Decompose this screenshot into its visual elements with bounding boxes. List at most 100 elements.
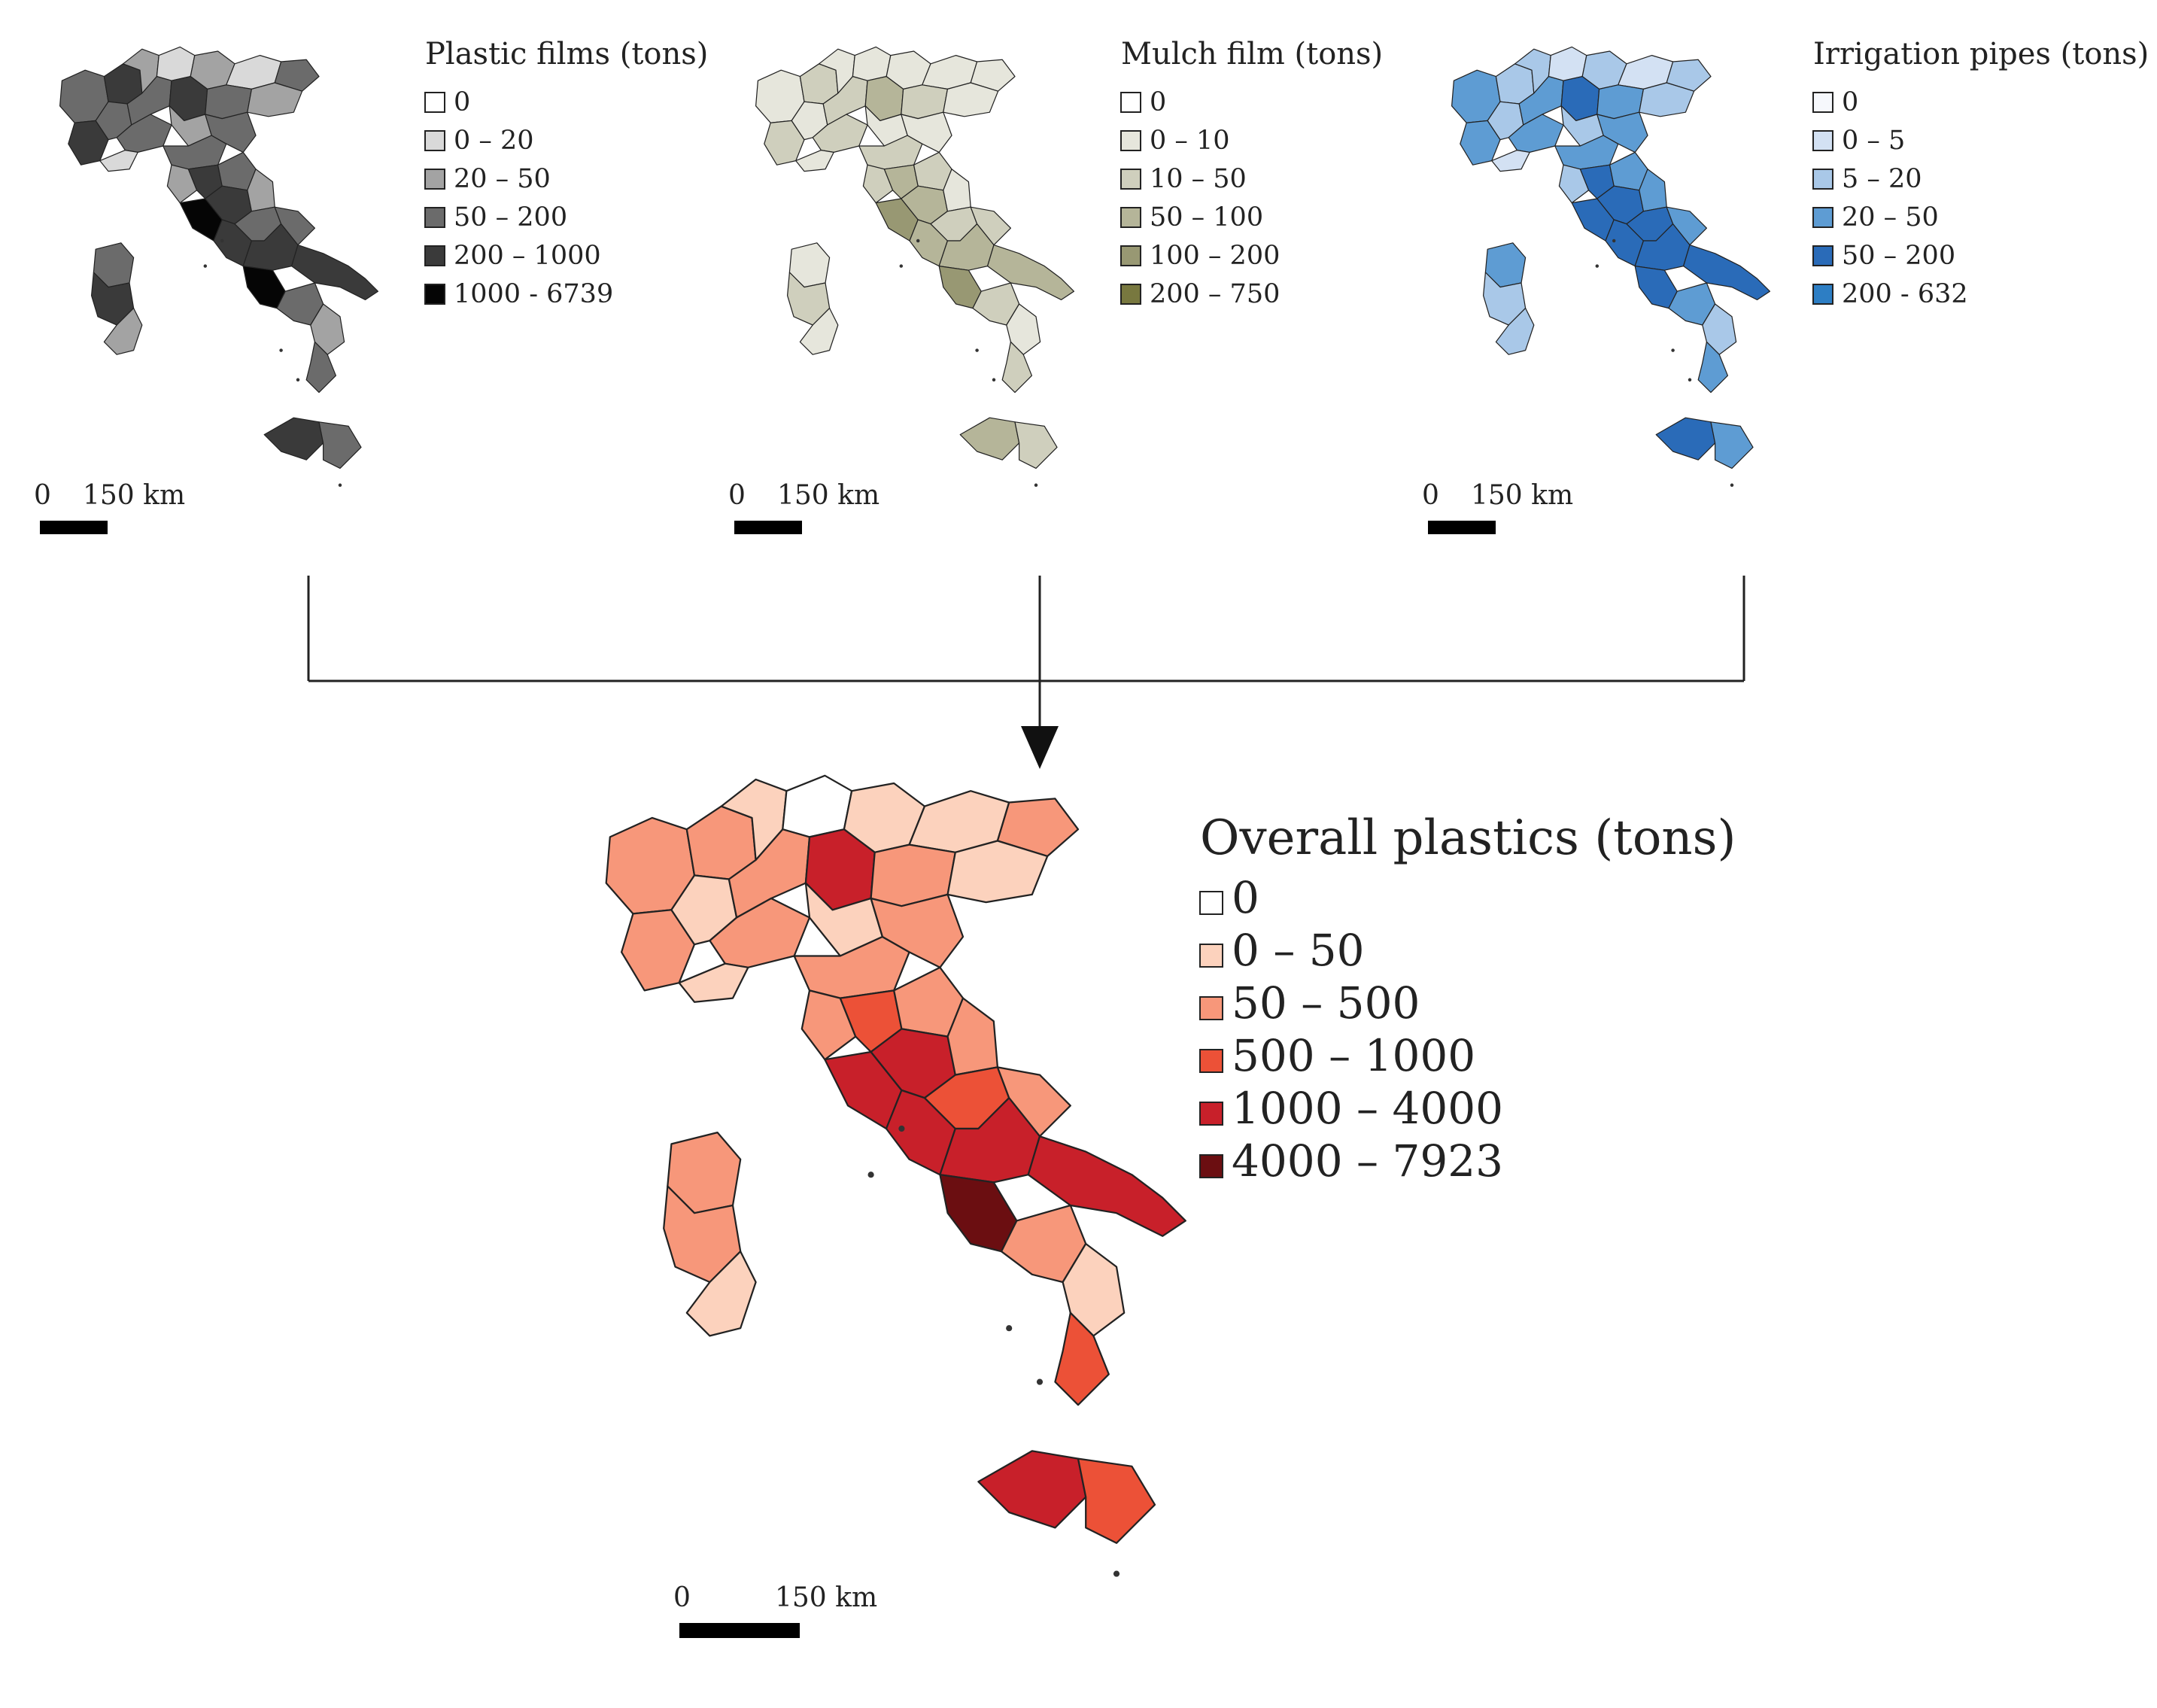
province-area (970, 59, 1016, 92)
scale-bar (734, 521, 802, 534)
legend-label: 0 (1842, 87, 1858, 117)
legend-label: 20 – 50 (1842, 202, 1939, 232)
legend-swatch (1812, 169, 1833, 190)
legend-swatch (424, 169, 445, 190)
province-area (1666, 59, 1712, 92)
province-area (1655, 417, 1716, 460)
legend-label: 50 – 500 (1232, 977, 1420, 1029)
scale-bar (1428, 521, 1496, 534)
island-dot (1034, 483, 1038, 488)
province-area (678, 962, 749, 1003)
legend-swatch (1812, 207, 1833, 228)
province-area (305, 341, 337, 394)
legend-label: 5 – 20 (1842, 164, 1922, 194)
province-area (1558, 164, 1590, 204)
flow-connector (307, 576, 1745, 726)
legend-label: 0 (454, 87, 470, 117)
province-area (1548, 46, 1587, 81)
province-area (938, 265, 982, 309)
legend-swatch (1120, 130, 1141, 151)
province-area (977, 1450, 1087, 1529)
island-dot (1113, 1570, 1120, 1577)
legend-swatch (1120, 92, 1141, 113)
legend-swatch (424, 92, 445, 113)
legend-label: 1000 – 4000 (1232, 1083, 1503, 1134)
arrow-down-icon (1021, 726, 1059, 769)
province-area (996, 798, 1080, 858)
province-area (1077, 1457, 1156, 1544)
legend-swatch (1199, 891, 1223, 915)
scale-zero-label: 0 (34, 480, 51, 511)
province-area (242, 265, 286, 309)
province-area (970, 206, 1012, 246)
legend-label: 4000 – 7923 (1232, 1135, 1503, 1187)
legend-label: 20 – 50 (454, 164, 551, 194)
legend-swatch (1120, 169, 1141, 190)
scale-distance-label: 150 km (777, 480, 880, 511)
province-area (959, 417, 1020, 460)
island-dot (1730, 483, 1734, 488)
scale-bar (679, 1623, 800, 1638)
legend-label: 100 – 200 (1150, 241, 1280, 271)
legend-swatch (424, 245, 445, 266)
legend-label: 200 - 632 (1842, 279, 1968, 309)
province-area (852, 46, 892, 81)
province-area (685, 1251, 757, 1337)
island-dot (1006, 1325, 1013, 1332)
scale-distance-label: 150 km (775, 1582, 877, 1613)
province-area (1001, 341, 1033, 394)
island-dot (1688, 378, 1692, 382)
legend-title: Irrigation pipes (tons) (1813, 37, 2149, 71)
province-area (901, 111, 952, 153)
legend-swatch (1812, 245, 1833, 266)
island-dot (1595, 264, 1600, 268)
map-plastic-films (59, 46, 379, 488)
island-dot (1612, 239, 1616, 243)
province-area (1634, 265, 1678, 309)
legend-title: Plastic films (tons) (425, 37, 708, 71)
island-dot (992, 378, 996, 382)
province-area (996, 1066, 1071, 1138)
province-area (247, 169, 275, 212)
legend-swatch (424, 207, 445, 228)
legend-label: 50 – 100 (1150, 202, 1263, 232)
province-area (99, 149, 138, 172)
province-area (939, 1174, 1018, 1253)
province-area (205, 111, 257, 153)
province-area (1682, 244, 1771, 301)
province-area (156, 46, 196, 81)
province-area (1697, 341, 1729, 394)
province-area (1491, 149, 1530, 172)
scale-bar-mulch-film: 0 150 km (728, 480, 880, 534)
legend-swatch (1199, 1049, 1223, 1073)
scale-bar-overall-plastics: 0 150 km (673, 1582, 877, 1638)
legend-title: Overall plastics (tons) (1200, 810, 1736, 866)
legend-swatch (1199, 1154, 1223, 1178)
legend-label: 10 – 50 (1150, 164, 1247, 194)
legend-mulch-film: Mulch film (tons) 0 0 – 10 10 – 50 50 – 100 1… (1120, 37, 1383, 309)
legend-label: 0 – 50 (1232, 925, 1365, 976)
island-dot (899, 264, 904, 268)
map-irrigation-pipes (1451, 46, 1771, 488)
island-dot (279, 348, 283, 352)
province-area (263, 417, 324, 460)
map-mulch-film (755, 46, 1075, 488)
province-area (862, 164, 894, 204)
legend-title: Mulch film (tons) (1121, 37, 1383, 71)
legend-label: 0 (1232, 872, 1259, 923)
legend-irrigation-pipes: Irrigation pipes (tons) 0 0 – 5 5 – 20 20 – … (1812, 37, 2149, 309)
legend-label: 0 – 10 (1150, 126, 1230, 156)
island-dot (220, 239, 224, 243)
island-dot (338, 483, 342, 488)
legend-swatch (1199, 944, 1223, 968)
province-area (946, 997, 999, 1076)
province-area (1027, 1135, 1186, 1237)
legend-swatch (424, 130, 445, 151)
province-area (1495, 307, 1535, 355)
province-area (795, 149, 834, 172)
province-area (290, 244, 379, 301)
legend-label: 0 (1150, 87, 1166, 117)
legend-plastic-films: Plastic films (tons) 0 0 – 20 20 – 50 50 – 2… (424, 37, 708, 309)
